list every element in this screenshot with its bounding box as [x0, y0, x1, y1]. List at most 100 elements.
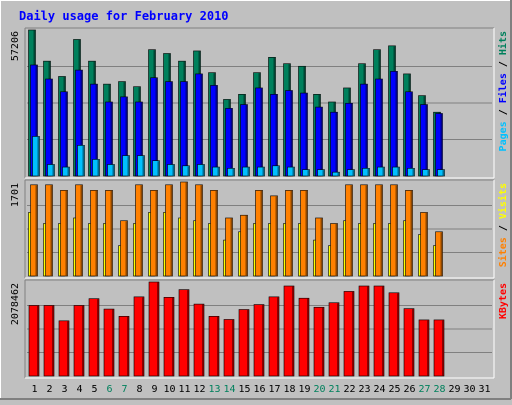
- bar-pages-day-19-shade: [307, 170, 309, 176]
- bar-kbytes-day-16-body: [253, 304, 265, 377]
- bar-sites-day-6: [105, 190, 113, 277]
- bar-sites-day-24-body: [375, 184, 383, 277]
- bar-pages-day-27: [422, 169, 430, 177]
- bar-pages-day-20-shade: [322, 170, 324, 176]
- bar-kbytes-day-9: [148, 281, 160, 377]
- bar-kbytes-day-27-shade: [427, 320, 429, 376]
- bar-pages-day-28-body: [437, 169, 445, 177]
- bar-kbytes-day-8-body: [133, 296, 145, 377]
- bar-sites-day-23: [360, 184, 368, 277]
- panel-hits-files-pages: 57206 Pages / Files / Hits: [10, 27, 509, 179]
- bar-pages-day-4: [77, 145, 85, 177]
- bar-files-day-9-shade: [155, 78, 157, 176]
- day-label-21: 21: [328, 384, 340, 395]
- day-label-31: 31: [478, 384, 490, 395]
- bar-pages-day-21-shade: [337, 172, 339, 176]
- bar-kbytes-day-14-shade: [232, 319, 234, 376]
- legend-separator: /: [498, 55, 509, 73]
- bar-kbytes-day-6-shade: [112, 309, 114, 376]
- bar-files-day-26: [405, 91, 413, 177]
- bar-pages-day-16-body: [257, 166, 265, 177]
- bar-pages-day-15: [242, 166, 250, 177]
- bar-kbytes-day-8-shade: [142, 297, 144, 376]
- bar-sites-day-21-shade: [335, 224, 337, 276]
- bar-pages-day-10-shade: [172, 165, 174, 176]
- bar-pages-day-15-body: [242, 166, 250, 177]
- bar-files-day-20-shade: [320, 107, 322, 176]
- bar-sites-day-8-body: [135, 184, 143, 277]
- bar-pages-day-5-body: [92, 159, 100, 177]
- bar-pages-day-13: [212, 166, 220, 177]
- bar-files-day-5-shade: [95, 84, 97, 176]
- bar-sites-day-12-shade: [200, 185, 202, 276]
- bar-files-day-14-shade: [230, 108, 232, 176]
- bar-pages-day-1-body: [32, 136, 40, 177]
- bar-files-day-17: [270, 94, 278, 177]
- bar-pages-day-16: [257, 166, 265, 177]
- bar-pages-day-13-shade: [217, 167, 219, 176]
- bar-files-day-8-shade: [140, 102, 142, 176]
- bar-files-day-16-shade: [260, 88, 262, 176]
- bar-files-day-22-shade: [350, 103, 352, 176]
- bar-sites-day-28-shade: [440, 232, 442, 276]
- bar-sites-day-13: [210, 190, 218, 277]
- panel-kbytes: 2078462 KBytes: [10, 279, 509, 379]
- bar-pages-day-17-shade: [277, 166, 279, 176]
- bar-sites-day-3-body: [60, 190, 68, 277]
- day-label-14: 14: [223, 384, 235, 395]
- bar-kbytes-day-12: [193, 303, 205, 377]
- bar-pages-day-24-shade: [382, 167, 384, 176]
- bar-pages-day-22-shade: [352, 170, 354, 176]
- bar-sites-day-23-body: [360, 184, 368, 277]
- day-label-25: 25: [388, 384, 400, 395]
- bar-sites-day-26: [405, 190, 413, 277]
- bar-pages-day-4-body: [77, 145, 85, 177]
- bar-sites-day-10-shade: [170, 185, 172, 276]
- bar-files-day-21: [330, 111, 338, 177]
- bar-pages-day-1: [32, 136, 40, 177]
- bar-sites-day-3: [60, 190, 68, 277]
- bar-pages-day-3: [62, 166, 70, 177]
- bar-kbytes-day-15-body: [238, 309, 250, 377]
- bar-sites-day-14: [225, 217, 233, 277]
- bar-pages-day-28: [437, 169, 445, 177]
- bar-files-day-11: [180, 81, 188, 177]
- bar-sites-day-4-shade: [80, 185, 82, 276]
- bar-files-day-14: [225, 108, 233, 177]
- bar-sites-day-16-body: [255, 190, 263, 277]
- y-max-label-visits-sites: 1701: [10, 183, 21, 207]
- legend-visits-sites: Sites / Visits: [497, 183, 509, 267]
- bar-sites-day-17: [270, 195, 278, 277]
- chart-title: Daily usage for February 2010: [19, 9, 229, 23]
- bar-kbytes-day-20: [313, 306, 325, 377]
- bar-pages-day-9-body: [152, 160, 160, 177]
- bar-sites-day-14-shade: [230, 218, 232, 276]
- bar-sites-day-20-body: [315, 217, 323, 277]
- bar-kbytes-day-4-shade: [82, 305, 84, 376]
- bar-pages-day-9: [152, 160, 160, 177]
- day-label-1: 1: [31, 384, 37, 395]
- day-label-18: 18: [283, 384, 295, 395]
- bar-kbytes-day-22-shade: [352, 291, 354, 376]
- bar-files-day-20: [315, 106, 323, 177]
- bar-kbytes-day-28: [433, 319, 445, 377]
- bar-files-day-15-shade: [245, 105, 247, 176]
- bar-pages-day-19-body: [302, 169, 310, 177]
- bar-kbytes-day-12-shade: [202, 304, 204, 376]
- bar-kbytes-day-26: [403, 308, 415, 377]
- bar-pages-day-8-body: [137, 155, 145, 177]
- chart-panels: 57206 Pages / Files / Hits 1701 Sites / Vis…: [10, 27, 509, 379]
- bar-files-day-1-shade: [35, 65, 37, 176]
- day-label-2: 2: [46, 384, 52, 395]
- bar-kbytes-day-28-body: [433, 319, 445, 377]
- bar-sites-day-13-body: [210, 190, 218, 277]
- bar-pages-day-2-shade: [52, 165, 54, 176]
- day-label-19: 19: [298, 384, 310, 395]
- day-label-12: 12: [193, 384, 205, 395]
- legend-entry-sites: Sites: [497, 237, 509, 267]
- bar-sites-day-18-shade: [290, 190, 292, 276]
- bar-files-day-15: [240, 104, 248, 177]
- bar-sites-day-9: [150, 190, 158, 277]
- day-label-22: 22: [343, 384, 355, 395]
